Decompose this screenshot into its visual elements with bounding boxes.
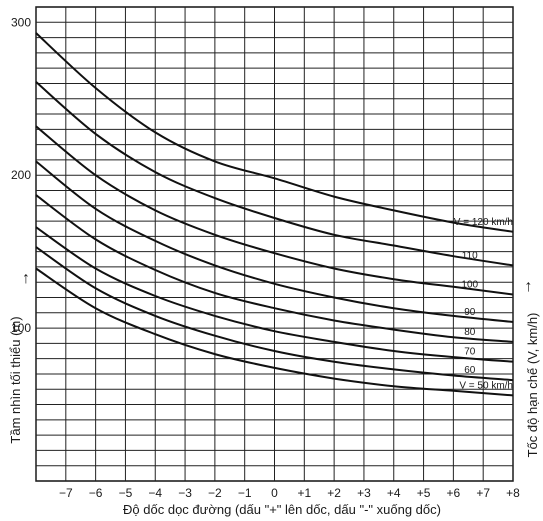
y2-axis-arrow-group: → [518, 279, 535, 295]
x-tick-label: +2 [327, 486, 341, 500]
speed-labels: V = 120 km/h 110 100 90 80 70 60 V = 50 km/h [454, 217, 513, 392]
y-tick-label: 100 [11, 321, 31, 335]
y-tick-label: 200 [11, 168, 31, 182]
x-tick-label: −5 [119, 486, 133, 500]
speed-curve-0 [35, 32, 514, 233]
speed-label-1: 110 [462, 250, 478, 261]
x-tick-labels: −7 −6 −5 −4 −3 −2 −1 0 +1 +2 +3 +4 +5 +6 +7 +8 [59, 486, 520, 500]
speed-label-6: 60 [464, 365, 476, 376]
y2-axis-arrow: → [518, 279, 535, 295]
speed-curve-2 [35, 125, 514, 296]
x-tick-label: +5 [417, 486, 431, 500]
speed-curve-6 [35, 246, 514, 382]
x-tick-label: +1 [297, 486, 311, 500]
speed-curve-3 [35, 160, 514, 323]
speed-label-3: 90 [464, 307, 476, 318]
y-tick-labels: 100 200 300 [11, 15, 31, 335]
y-axis-arrow-group: ↑ [22, 270, 30, 287]
speed-label-5: 70 [464, 347, 476, 358]
x-tick-label: +6 [447, 486, 461, 500]
speed-label-4: 80 [464, 327, 476, 338]
y-axis-title-group: Tầm nhìn tối thiểu (m) [8, 316, 23, 443]
speed-curve-4 [35, 194, 514, 343]
speed-curve-1 [35, 81, 514, 267]
x-tick-label: +8 [506, 486, 520, 500]
y-tick-label: 300 [11, 15, 31, 29]
speed-label-0: V = 120 km/h [454, 217, 513, 228]
x-tick-label: +3 [357, 486, 371, 500]
grid [35, 7, 514, 481]
y2-axis-title: Tốc độ hạn chế (V, km/h) [525, 313, 540, 458]
speed-curve-5 [35, 226, 514, 363]
x-tick-label: 0 [271, 486, 278, 500]
x-tick-label: −7 [59, 486, 73, 500]
x-tick-label: +4 [387, 486, 401, 500]
speed-curves [35, 32, 514, 397]
x-tick-label: +7 [476, 486, 490, 500]
x-tick-label: −2 [208, 486, 222, 500]
x-tick-label: −6 [89, 486, 103, 500]
speed-label-2: 100 [461, 279, 478, 290]
speed-label-7: V = 50 km/h [459, 380, 513, 391]
speed-curve-7 [35, 267, 514, 397]
x-tick-label: −3 [178, 486, 192, 500]
y-axis-arrow: ↑ [22, 270, 30, 287]
y-axis-title: Tầm nhìn tối thiểu (m) [8, 316, 23, 443]
x-axis-title: Độ dốc dọc đường (dấu "+" lên dốc, dấu "… [123, 502, 441, 517]
y2-axis-title-group: Tốc độ hạn chế (V, km/h) [525, 313, 540, 458]
x-tick-label: −1 [238, 486, 252, 500]
x-tick-label: −4 [148, 486, 162, 500]
